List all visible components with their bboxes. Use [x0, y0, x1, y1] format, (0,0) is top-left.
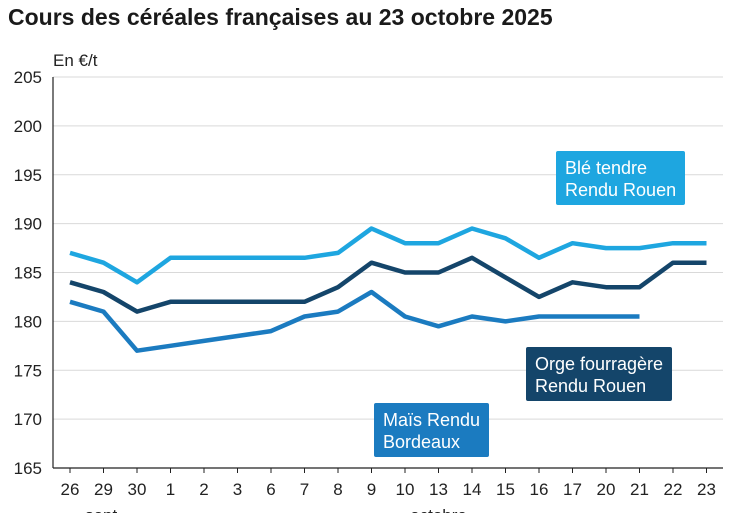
y-tick-label: 195: [14, 166, 42, 185]
y-tick-label: 190: [14, 215, 42, 234]
x-tick-label: 14: [463, 480, 482, 499]
axes: [52, 77, 723, 473]
x-tick-label: 3: [233, 480, 242, 499]
series-line: [69, 289, 640, 353]
x-tick-label: 21: [630, 480, 649, 499]
grid-lines: [53, 76, 723, 420]
x-tick-label: 7: [300, 480, 309, 499]
y-tick-label: 205: [14, 68, 42, 87]
x-tick-label: 6: [266, 480, 275, 499]
chart-title: Cours des céréales françaises au 23 octo…: [8, 4, 553, 30]
x-tick-label: 15: [496, 480, 515, 499]
y-tick-label: 170: [14, 410, 42, 429]
series-label-line: Maïs Rendu: [383, 410, 481, 430]
x-tick-label: 26: [61, 480, 80, 499]
series-label-line: Rendu Rouen: [565, 180, 677, 200]
x-tick-label: 13: [429, 480, 448, 499]
y-tick-label: 200: [14, 117, 42, 136]
x-tick-label: 22: [664, 480, 683, 499]
x-tick-label: 30: [128, 480, 147, 499]
y-axis-unit-label: En €/t: [53, 51, 98, 70]
x-tick-label: 16: [530, 480, 549, 499]
x-tick-label: 17: [563, 480, 582, 499]
series-label-ble-tendre: Blé tendre Rendu Rouen: [556, 151, 686, 205]
series-line: [69, 255, 707, 314]
series-label-line: Blé tendre: [565, 158, 648, 178]
y-tick-label: 180: [14, 312, 42, 331]
y-tick-label: 185: [14, 264, 42, 283]
x-tick-label: 29: [94, 480, 113, 499]
x-tick-label: 1: [166, 480, 175, 499]
series-label-line: Rendu Rouen: [535, 376, 647, 396]
series-label-line: Orge fourragère: [535, 354, 664, 374]
y-tick-label: 165: [14, 459, 42, 478]
series-label-mais: Maïs Rendu Bordeaux: [374, 403, 490, 457]
x-tick-label: 20: [597, 480, 616, 499]
series-line: [69, 226, 707, 285]
x-tick-label: 10: [396, 480, 415, 499]
x-tick-label: 2: [199, 480, 208, 499]
x-tick-label: 9: [367, 480, 376, 499]
series-label-orge-fourragere: Orge fourragère Rendu Rouen: [526, 347, 673, 401]
series-lines: [69, 226, 707, 353]
x-month-label: octobre: [410, 506, 467, 513]
series-label-line: Bordeaux: [383, 432, 461, 452]
x-month-label: sept.: [85, 506, 122, 513]
x-tick-label: 23: [697, 480, 716, 499]
x-tick-label: 8: [333, 480, 342, 499]
y-tick-label: 175: [14, 361, 42, 380]
